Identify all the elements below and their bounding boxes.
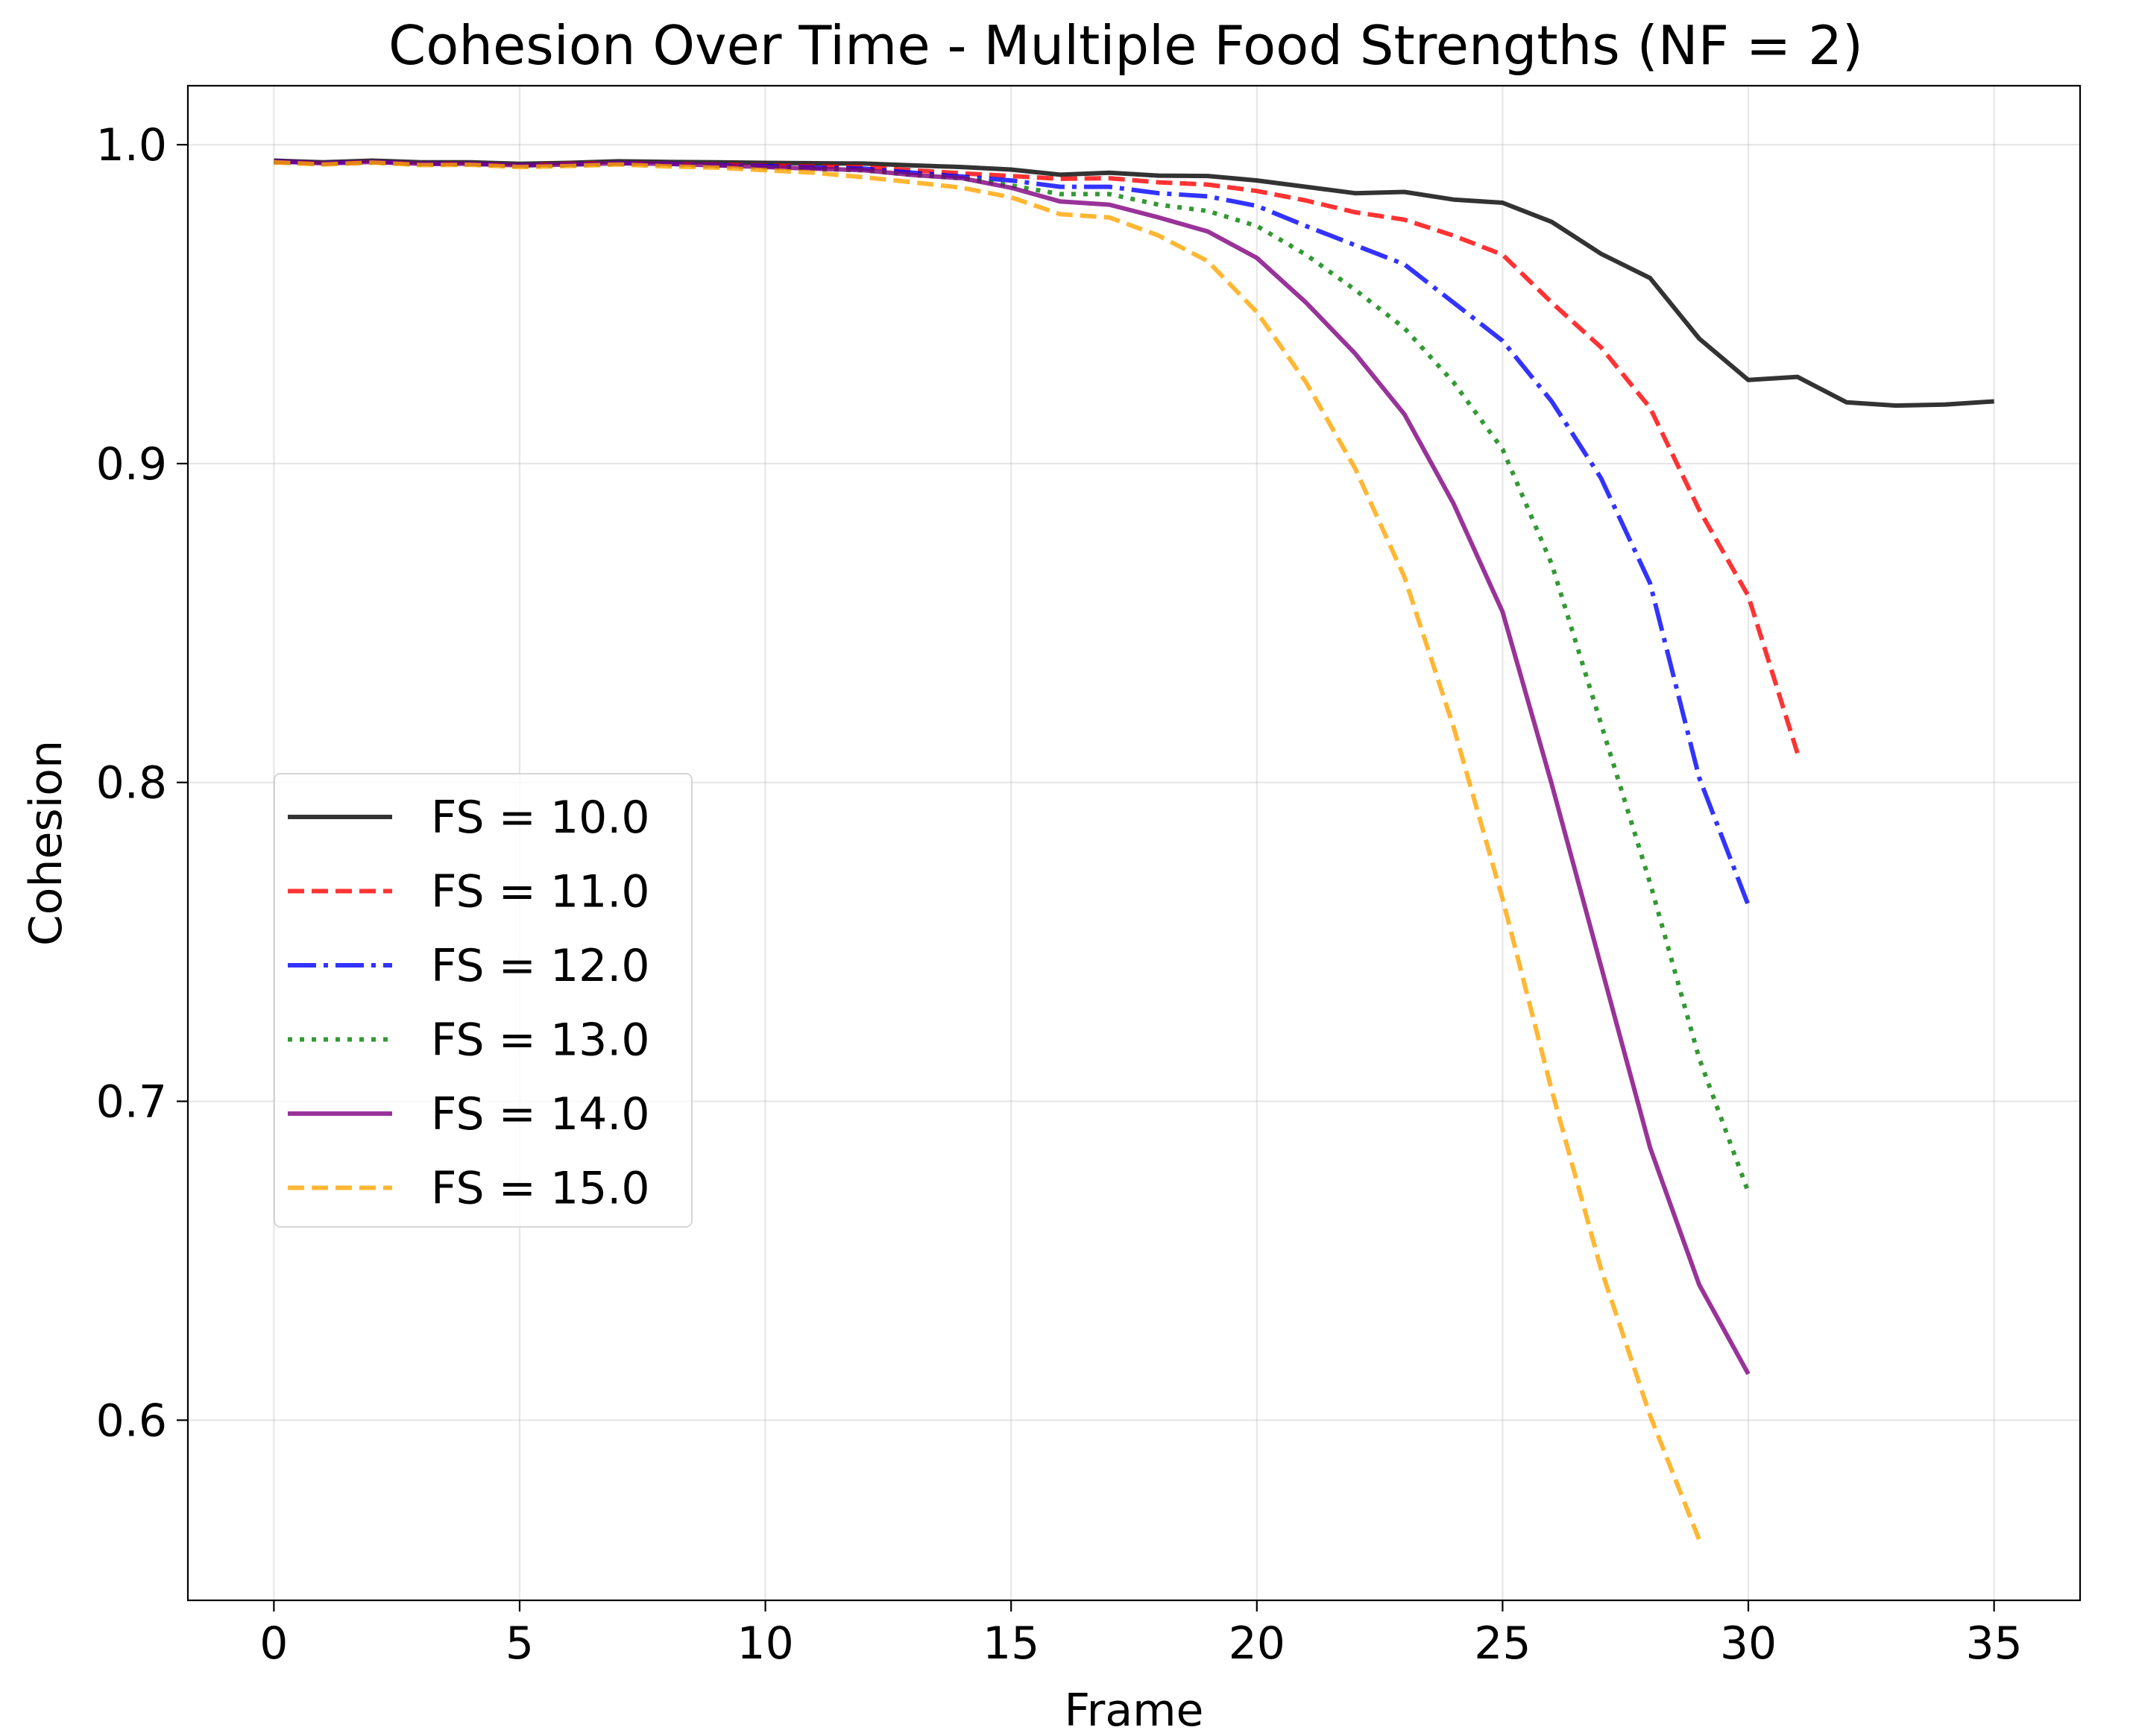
- y-tick-label: 1.0: [96, 119, 167, 171]
- legend-label: FS = 12.0: [431, 940, 650, 992]
- y-tick-label: 0.8: [96, 757, 167, 809]
- x-tick-label: 15: [983, 1617, 1039, 1670]
- x-tick-label: 30: [1720, 1617, 1777, 1670]
- y-tick-label: 0.7: [96, 1076, 167, 1129]
- x-axis-ticks: 0 5 10 15 20 25 30 35: [259, 1600, 2023, 1670]
- axes-frame: [186, 84, 2082, 1602]
- legend: FS = 10.0 FS = 11.0 FS = 12.0 FS = 13.0 FS =…: [274, 773, 693, 1228]
- plot-series: [274, 158, 1994, 1541]
- series-line-fs-15: [274, 160, 1701, 1541]
- legend-label: FS = 11.0: [431, 866, 650, 918]
- y-tick-label: 0.6: [96, 1395, 167, 1447]
- y-axis-label: Cohesion: [20, 740, 72, 946]
- x-tick-label: 5: [505, 1617, 534, 1670]
- legend-label: FS = 14.0: [431, 1088, 650, 1140]
- legend-label: FS = 15.0: [431, 1163, 650, 1215]
- x-tick-label: 10: [737, 1617, 793, 1670]
- series-line-fs-13: [274, 160, 1751, 1193]
- legend-label: FS = 10.0: [431, 792, 650, 844]
- chart-title: Cohesion Over Time - Multiple Food Stren…: [388, 14, 1863, 77]
- y-tick-label: 0.9: [96, 438, 167, 490]
- x-tick-label: 35: [1965, 1617, 2022, 1670]
- x-tick-label: 25: [1474, 1617, 1531, 1670]
- y-axis-ticks: 0.6 0.7 0.8 0.9 1.0: [96, 119, 188, 1447]
- x-tick-label: 20: [1229, 1617, 1285, 1670]
- legend-label: FS = 13.0: [431, 1014, 650, 1067]
- x-tick-label: 0: [259, 1617, 288, 1670]
- x-axis-label: Frame: [1065, 1685, 1204, 1736]
